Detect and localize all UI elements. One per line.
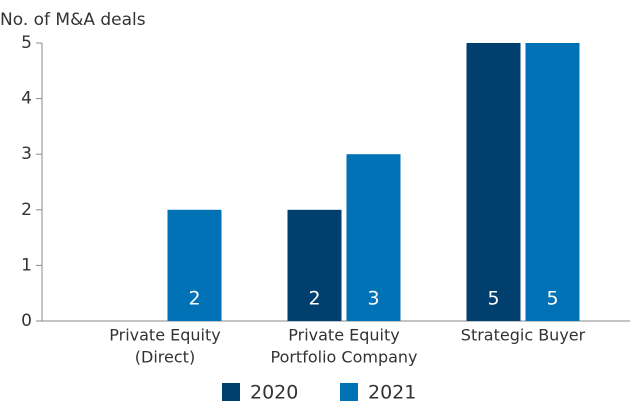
y-tick-label: 4 — [21, 89, 32, 109]
x-tick-label: Private Equity — [288, 326, 399, 345]
data-label: 5 — [487, 288, 499, 310]
bar — [346, 154, 401, 321]
legend-label: 2020 — [250, 382, 298, 403]
bar — [525, 43, 580, 321]
x-tick-label: (Direct) — [135, 348, 195, 367]
legend-swatch — [222, 383, 240, 401]
data-label: 3 — [367, 288, 379, 310]
legend-swatch — [340, 383, 358, 401]
y-tick-label: 5 — [21, 33, 32, 53]
y-tick-label: 3 — [21, 144, 32, 164]
x-tick-label: Private Equity — [109, 326, 220, 345]
x-tick-label: Strategic Buyer — [461, 326, 586, 345]
y-tick-label: 1 — [21, 255, 32, 275]
y-tick-label: 2 — [21, 200, 32, 220]
x-tick-label: Portfolio Company — [270, 348, 417, 367]
data-label: 2 — [308, 288, 320, 310]
bar — [466, 43, 521, 321]
data-label: 5 — [546, 288, 558, 310]
bar — [287, 209, 342, 321]
y-axis-label: No. of M&A deals — [0, 10, 146, 30]
bar — [167, 209, 222, 321]
data-label: 2 — [188, 288, 200, 310]
legend-label: 2021 — [368, 382, 416, 403]
y-tick-label: 0 — [21, 311, 32, 331]
